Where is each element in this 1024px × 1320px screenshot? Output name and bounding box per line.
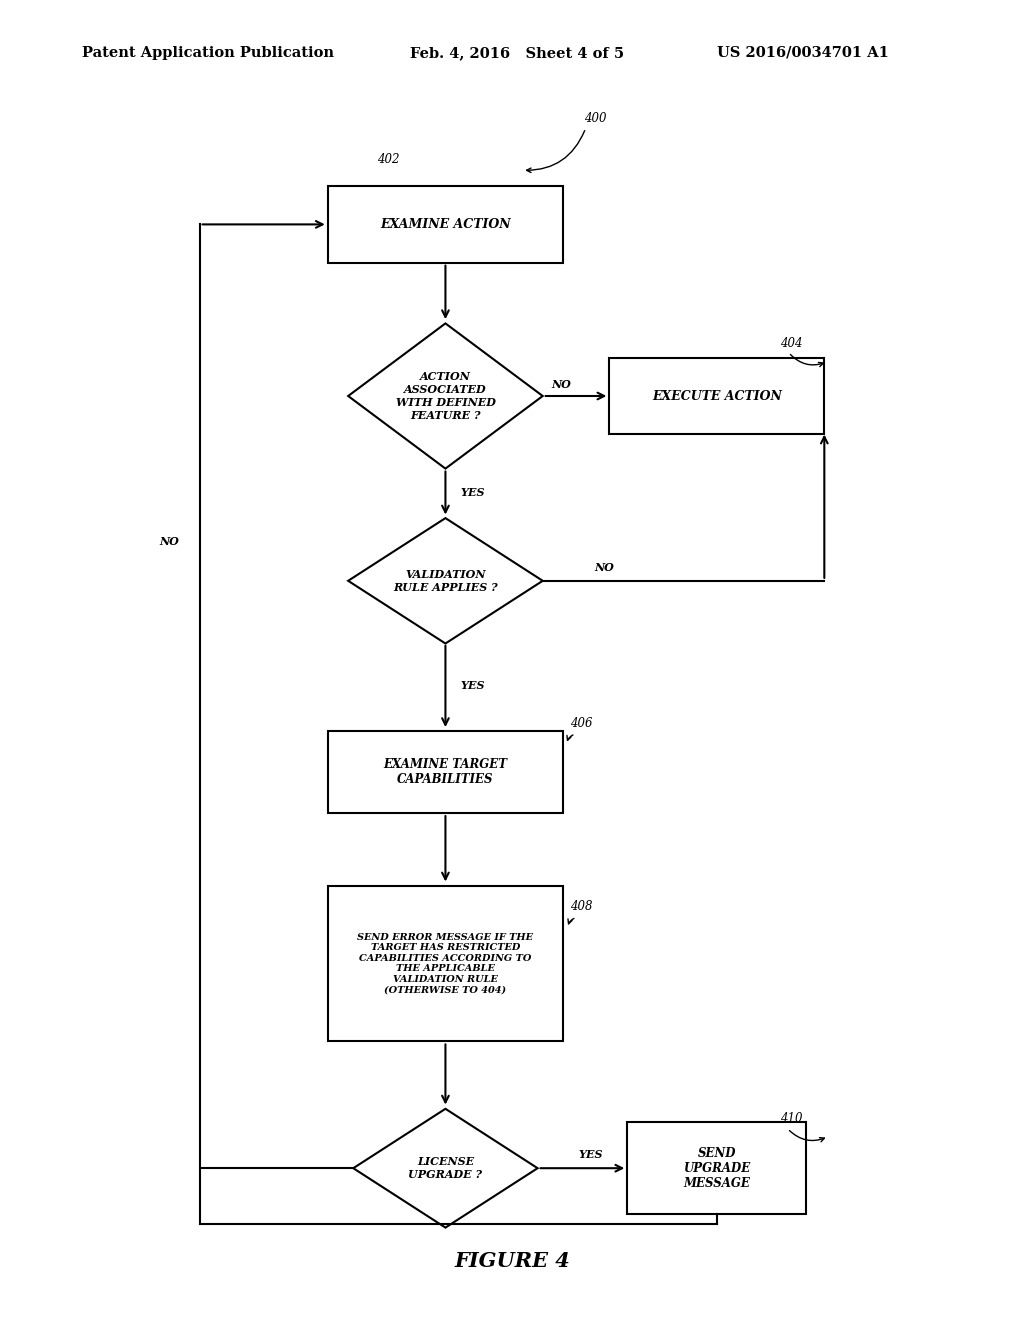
- Text: SEND
UPGRADE
MESSAGE: SEND UPGRADE MESSAGE: [683, 1147, 751, 1189]
- FancyBboxPatch shape: [328, 186, 563, 263]
- Text: VALIDATION
RULE APPLIES ?: VALIDATION RULE APPLIES ?: [393, 569, 498, 593]
- Polygon shape: [348, 517, 543, 643]
- Text: 410: 410: [780, 1111, 803, 1125]
- Text: 408: 408: [570, 900, 593, 913]
- Text: 406: 406: [570, 717, 593, 730]
- Text: Patent Application Publication: Patent Application Publication: [82, 46, 334, 59]
- Text: EXECUTE ACTION: EXECUTE ACTION: [652, 389, 781, 403]
- Polygon shape: [353, 1109, 538, 1228]
- Text: SEND ERROR MESSAGE IF THE
TARGET HAS RESTRICTED
CAPABILITIES ACCORDING TO
THE AP: SEND ERROR MESSAGE IF THE TARGET HAS RES…: [357, 933, 534, 994]
- Polygon shape: [348, 323, 543, 469]
- Text: YES: YES: [461, 680, 485, 690]
- FancyBboxPatch shape: [609, 358, 824, 434]
- Text: FIGURE 4: FIGURE 4: [454, 1250, 570, 1271]
- Text: ACTION
ASSOCIATED
WITH DEFINED
FEATURE ?: ACTION ASSOCIATED WITH DEFINED FEATURE ?: [395, 371, 496, 421]
- Text: NO: NO: [551, 379, 571, 389]
- FancyBboxPatch shape: [328, 886, 563, 1041]
- Text: EXAMINE TARGET
CAPABILITIES: EXAMINE TARGET CAPABILITIES: [383, 758, 508, 787]
- Text: US 2016/0034701 A1: US 2016/0034701 A1: [717, 46, 889, 59]
- Text: Feb. 4, 2016   Sheet 4 of 5: Feb. 4, 2016 Sheet 4 of 5: [410, 46, 624, 59]
- Text: EXAMINE ACTION: EXAMINE ACTION: [380, 218, 511, 231]
- Text: 404: 404: [780, 337, 803, 350]
- FancyBboxPatch shape: [627, 1122, 806, 1214]
- FancyBboxPatch shape: [328, 731, 563, 813]
- Text: 402: 402: [377, 153, 399, 166]
- Text: YES: YES: [579, 1150, 603, 1160]
- Text: YES: YES: [461, 487, 485, 498]
- Text: 400: 400: [584, 112, 606, 125]
- Text: NO: NO: [160, 536, 179, 546]
- Text: NO: NO: [594, 562, 613, 573]
- Text: LICENSE
UPGRADE ?: LICENSE UPGRADE ?: [409, 1156, 482, 1180]
